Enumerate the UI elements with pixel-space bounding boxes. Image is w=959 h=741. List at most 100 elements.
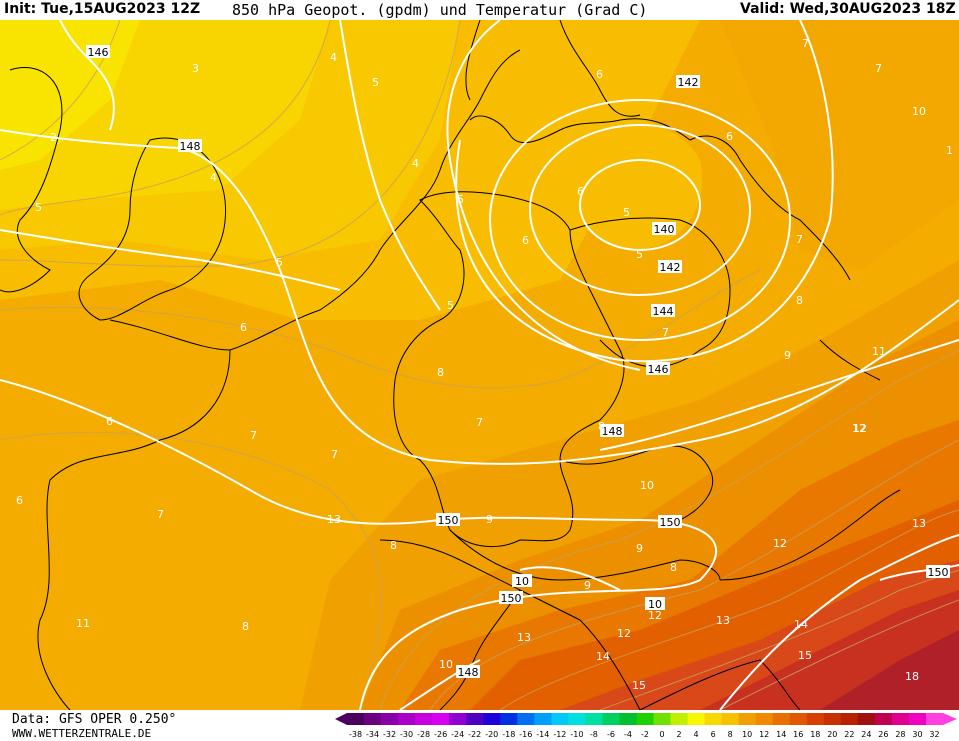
legend-color-swatch (568, 713, 586, 725)
legend-tick-label: 16 (793, 730, 803, 739)
legend-color-swatch (704, 713, 723, 725)
legend-tick-label: -28 (417, 730, 430, 739)
legend-tick-labels: -38 -34 -32 -30 -28 -26 -24 -22 -20 -18 -16 -14 -12-… (349, 730, 940, 739)
temp-label: 7 (331, 448, 338, 461)
legend-color-swatch (347, 713, 365, 725)
band-east-7 (720, 20, 959, 270)
temp-label: 12 (852, 422, 866, 435)
legend-color-swatch (551, 713, 569, 725)
legend-tick-label: -8 (590, 730, 598, 739)
legend-color-swatch (891, 713, 910, 725)
temp-label: 4 (412, 157, 419, 170)
temp-label: 7 (662, 326, 669, 339)
legend-arrow-right (943, 713, 957, 725)
temp-label: 5 (636, 248, 643, 261)
temp-label: 8 (390, 539, 397, 552)
geopot-label: 150 (928, 566, 949, 579)
temperature-color-legend: -38 -34 -32 -30 -28 -26 -24 -22 -20 -18 -16 -14 -12-… (335, 713, 957, 739)
data-source: Data: GFS OPER 0.250° (12, 712, 177, 727)
temp-label: 8 (796, 294, 803, 307)
map-header: Init: Tue,15AUG2023 12Z 850 hPa Geopot. … (0, 0, 959, 20)
temp-label: 7 (875, 62, 882, 75)
legend-tick-label: -14 (536, 730, 549, 739)
legend-color-swatch (721, 713, 740, 725)
temperature-label-layer: 3 4 5 2 4 5 4 5 6 6 5 5 5 5 6 7 6 6 7 7 … (16, 37, 953, 692)
temp-label: 7 (250, 429, 257, 442)
legend-color-swatch (534, 713, 552, 725)
map-title: 850 hPa Geopot. (gpdm) und Temperatur (G… (232, 1, 648, 19)
legend-tick-label: -30 (400, 730, 413, 739)
map-footer: Data: GFS OPER 0.250° WWW.WETTERZENTRALE… (0, 710, 959, 741)
temp-label: 14 (794, 618, 808, 631)
legend-color-swatch (789, 713, 808, 725)
geopot-label: 148 (180, 140, 201, 153)
legend-tick-label: 32 (929, 730, 939, 739)
legend-color-swatch (925, 713, 944, 725)
temp-label: 9 (636, 542, 643, 555)
legend-tick-label: -20 (485, 730, 498, 739)
temp-label: 13 (327, 513, 341, 526)
legend-tick-label: -6 (607, 730, 615, 739)
legend-tick-label: 8 (728, 730, 733, 739)
temp-label: 7 (796, 233, 803, 246)
legend-tick-label: -12 (553, 730, 566, 739)
temp-label: 13 (716, 614, 730, 627)
temp-label: 5 (447, 299, 454, 312)
temp-label: 8 (670, 561, 677, 574)
legend-color-swatch (585, 713, 603, 725)
temp-label: 7 (157, 508, 164, 521)
legend-tick-label: -26 (434, 730, 447, 739)
legend-color-swatch (449, 713, 467, 725)
band-east-6 (560, 115, 702, 250)
legend-color-swatch (517, 713, 535, 725)
legend-color-bar (335, 713, 957, 725)
geopot-label: 140 (654, 223, 675, 236)
temp-label: 13 (517, 631, 531, 644)
isotherms (0, 20, 959, 710)
temp-label: 12 (617, 627, 631, 640)
temp-label: 10 (912, 105, 926, 118)
legend-color-swatch (738, 713, 757, 725)
temp-label: 5 (457, 193, 464, 206)
temp-label: 7 (476, 416, 483, 429)
geopot-label: 150 (501, 592, 522, 605)
legend-tick-label: 28 (895, 730, 905, 739)
temp-label: 5 (372, 76, 379, 89)
legend-tick-label: 0 (659, 730, 664, 739)
geopot-label: 142 (678, 76, 699, 89)
legend-tick-label: 14 (776, 730, 786, 739)
legend-tick-label: 10 (742, 730, 752, 739)
temp-label: 6 (522, 234, 529, 247)
legend-tick-label: -10 (570, 730, 583, 739)
temp-label: 7 (802, 37, 809, 50)
legend-color-swatch (908, 713, 927, 725)
legend-tick-label: -2 (641, 730, 649, 739)
temp-label: 5 (623, 206, 630, 219)
band-20 (820, 630, 959, 710)
temp-label: 6 (577, 185, 584, 198)
legend-tick-label: 20 (827, 730, 837, 739)
legend-color-swatch (755, 713, 774, 725)
temp-label: 4 (330, 51, 337, 64)
legend-tick-label: -22 (468, 730, 481, 739)
temp-label: 8 (242, 620, 249, 633)
temp-label: 8 (598, 420, 605, 433)
legend-tick-label: 26 (878, 730, 888, 739)
legend-color-swatch (653, 713, 672, 725)
temp-label: 6 (106, 415, 113, 428)
geopotential-label-layer: 146 148 142 140 142 144 146 148 150 150 … (86, 45, 950, 679)
legend-tick-label: -4 (624, 730, 632, 739)
legend-tick-label: 4 (694, 730, 699, 739)
temp-label: 14 (596, 650, 610, 663)
legend-tick-label: -24 (451, 730, 464, 739)
legend-tick-label: 2 (677, 730, 682, 739)
temp-label: 2 (50, 131, 57, 144)
legend-color-swatch (381, 713, 399, 725)
geopot-label: 148 (602, 425, 623, 438)
temp-label: 8 (437, 366, 444, 379)
legend-tick-label: -16 (519, 730, 532, 739)
geopotential-contours (0, 20, 959, 710)
website-link[interactable]: WWW.WETTERZENTRALE.DE (12, 727, 152, 740)
legend-tick-label: -34 (366, 730, 379, 739)
temp-label: 13 (912, 517, 926, 530)
